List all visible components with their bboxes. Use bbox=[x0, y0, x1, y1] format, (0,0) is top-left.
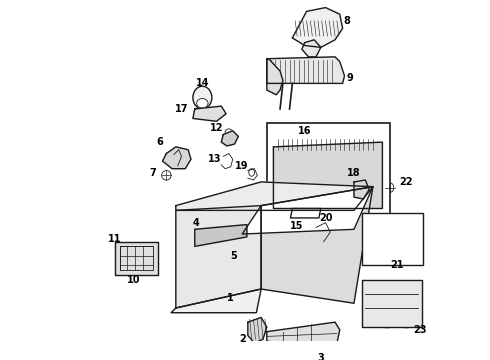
Text: 22: 22 bbox=[399, 177, 413, 187]
Ellipse shape bbox=[196, 99, 208, 108]
Polygon shape bbox=[291, 208, 321, 218]
Text: 3: 3 bbox=[318, 353, 324, 360]
Text: 4: 4 bbox=[193, 218, 199, 228]
Text: 18: 18 bbox=[347, 168, 361, 179]
Polygon shape bbox=[242, 187, 373, 234]
Text: 10: 10 bbox=[127, 275, 141, 284]
Bar bbox=[362, 213, 423, 265]
Polygon shape bbox=[293, 8, 343, 48]
Polygon shape bbox=[115, 242, 158, 275]
Polygon shape bbox=[171, 289, 261, 313]
Text: 19: 19 bbox=[235, 161, 249, 171]
Text: 15: 15 bbox=[291, 221, 304, 230]
Text: 20: 20 bbox=[319, 213, 332, 223]
Text: 2: 2 bbox=[239, 334, 245, 344]
Polygon shape bbox=[176, 182, 373, 210]
Polygon shape bbox=[221, 131, 238, 146]
Polygon shape bbox=[362, 280, 422, 327]
Text: 21: 21 bbox=[390, 260, 403, 270]
Polygon shape bbox=[267, 59, 283, 95]
Text: 7: 7 bbox=[150, 168, 156, 179]
Polygon shape bbox=[248, 318, 267, 343]
Text: 23: 23 bbox=[414, 325, 427, 335]
Polygon shape bbox=[193, 106, 226, 121]
Polygon shape bbox=[195, 225, 247, 246]
Polygon shape bbox=[176, 206, 261, 308]
Text: 12: 12 bbox=[210, 123, 223, 133]
Ellipse shape bbox=[384, 243, 394, 255]
Polygon shape bbox=[163, 147, 191, 169]
Text: 6: 6 bbox=[156, 137, 163, 147]
Text: 9: 9 bbox=[347, 73, 354, 83]
Text: 11: 11 bbox=[108, 234, 122, 244]
Polygon shape bbox=[267, 322, 340, 351]
Text: 16: 16 bbox=[298, 126, 312, 136]
Polygon shape bbox=[354, 180, 369, 199]
Text: 1: 1 bbox=[227, 293, 234, 303]
Text: 5: 5 bbox=[230, 251, 237, 261]
Polygon shape bbox=[273, 142, 382, 208]
Ellipse shape bbox=[379, 225, 388, 236]
Ellipse shape bbox=[193, 86, 212, 109]
Text: 13: 13 bbox=[208, 154, 221, 164]
Ellipse shape bbox=[367, 225, 376, 236]
Bar bbox=[120, 246, 153, 270]
Ellipse shape bbox=[273, 138, 382, 153]
Bar bbox=[267, 123, 390, 223]
Text: 8: 8 bbox=[343, 16, 350, 26]
Text: 17: 17 bbox=[175, 104, 188, 114]
Ellipse shape bbox=[372, 243, 381, 255]
Text: 14: 14 bbox=[196, 78, 209, 89]
Ellipse shape bbox=[391, 225, 400, 236]
Polygon shape bbox=[261, 187, 373, 303]
Polygon shape bbox=[302, 40, 321, 57]
Polygon shape bbox=[267, 57, 344, 84]
